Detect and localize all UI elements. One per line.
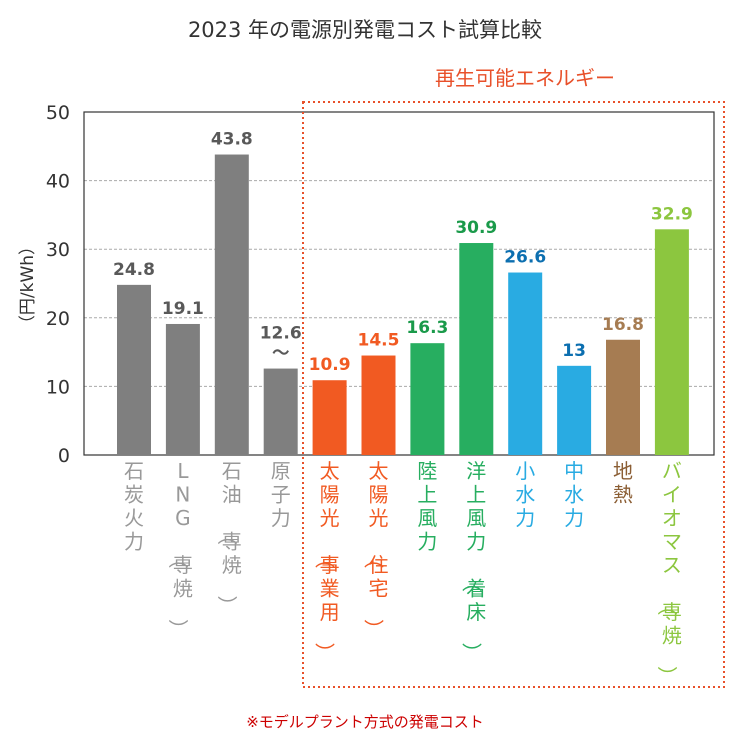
category-label: 太陽光（住宅） — [362, 459, 389, 639]
value-label: 16.8 — [602, 315, 644, 335]
value-label: 16.3 — [406, 318, 448, 338]
bar — [606, 339, 640, 455]
category-labels: 石炭火力 L N G （専焼） 石油（専焼） 原子力 太陽光（事業用） 太陽光（住宅） 陸上風力 洋… — [124, 459, 682, 686]
bar — [214, 154, 249, 456]
category-label: 原子力 — [271, 459, 291, 530]
category-label: 石炭火力 — [124, 459, 144, 554]
bar — [459, 243, 494, 455]
bar — [263, 368, 298, 455]
footnote: ※モデルプラント方式の発電コスト — [246, 713, 484, 731]
value-labels: 24.8 19.1 43.8 12.6 〜 10.9 14.5 16.3 30.9 26.6 13 1… — [113, 130, 693, 376]
bar — [557, 365, 592, 455]
y-tick-label: 20 — [46, 308, 70, 330]
y-tick-label: 30 — [46, 239, 70, 261]
y-tick-label: 40 — [46, 171, 70, 193]
bar — [654, 229, 689, 455]
y-tick-label: 50 — [46, 102, 70, 124]
category-label: 中水力 — [564, 459, 584, 530]
bars — [117, 154, 689, 456]
category-label: 洋上風力（着床） — [459, 459, 486, 663]
value-label: 19.1 — [162, 299, 204, 319]
bar — [410, 343, 445, 455]
category-label: 太陽光（事業用） — [313, 459, 340, 663]
bar — [312, 380, 347, 455]
bar — [117, 284, 151, 455]
category-label: 地熱 — [613, 459, 633, 507]
value-label: 32.9 — [651, 204, 693, 224]
value-label: 43.8 — [211, 130, 253, 150]
value-label: 26.6 — [504, 248, 546, 268]
value-label: 10.9 — [309, 355, 351, 375]
renewable-energy-label: 再生可能エネルギー — [435, 66, 615, 90]
bar — [508, 272, 543, 455]
bar — [361, 355, 396, 455]
value-label: 12.6 〜 — [260, 324, 302, 364]
category-label: 陸上風力 — [417, 459, 437, 554]
y-tick-label: 0 — [58, 445, 70, 467]
y-tick-label: 10 — [46, 376, 70, 398]
renewable-energy-box — [302, 101, 725, 688]
value-label: 30.9 — [455, 218, 497, 238]
value-label: 14.5 — [358, 331, 400, 351]
chart-title: 2023 年の電源別発電コスト試算比較 — [188, 18, 542, 42]
plot-frame — [83, 111, 715, 456]
axes: 0 10 20 30 40 50 — [46, 102, 715, 467]
category-label: バイオマス（専焼） — [655, 459, 682, 686]
y-axis-label: （円/kWh） — [18, 238, 38, 332]
value-label: 13 — [562, 341, 586, 361]
category-label: 小水力 — [515, 459, 535, 530]
category-label: 石油（専焼） — [215, 459, 242, 616]
category-label: L N G （専焼） — [166, 459, 193, 639]
value-label: 24.8 — [113, 260, 155, 280]
bar — [165, 323, 200, 455]
